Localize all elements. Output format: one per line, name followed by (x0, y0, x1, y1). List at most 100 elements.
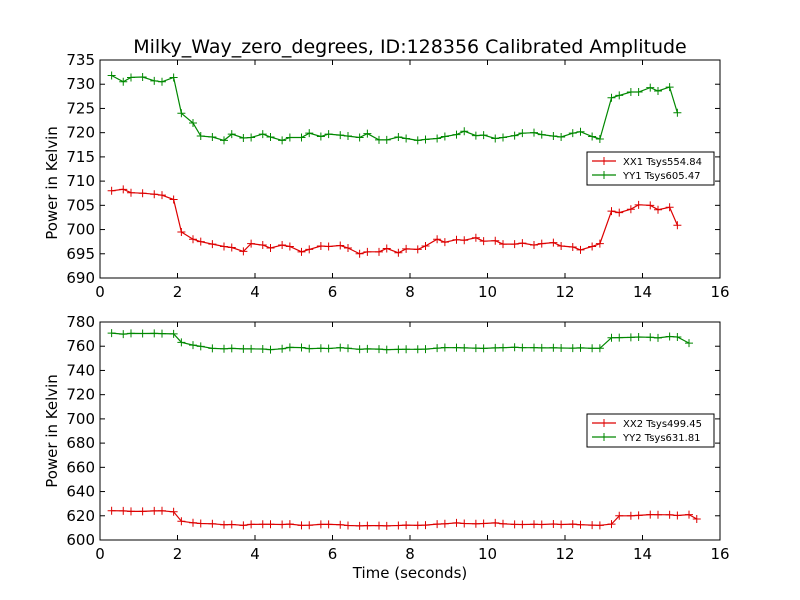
top-series-2-point (227, 130, 236, 139)
top-series-2-point (460, 127, 469, 136)
bottom-series-2-point (208, 344, 217, 353)
bottom-series-2-point (576, 343, 585, 352)
top-series-2-point (220, 136, 228, 145)
bottom-series-2-point (626, 333, 635, 342)
top-x-tick-label: 14 (633, 283, 652, 301)
bottom-series-1-point (196, 519, 205, 528)
bottom-series-1-point (673, 511, 682, 520)
bottom-series-2-point (394, 345, 403, 354)
bottom-series-1-point (316, 520, 325, 529)
bottom-series-1-point (138, 507, 147, 516)
top-series-1-point (510, 240, 519, 249)
bottom-series-2-point (297, 343, 306, 352)
bottom-series-1-point (297, 521, 306, 530)
bottom-legend-box (586, 413, 715, 448)
top-series-2-point (518, 129, 527, 138)
top-series-2-point (471, 131, 480, 140)
bottom-legend-marker-1 (600, 419, 608, 427)
top-series-1-point (258, 241, 267, 250)
bottom-series-2-point (518, 343, 527, 352)
top-series-1-point (479, 237, 488, 246)
bottom-series-2-point (150, 329, 159, 338)
top-series-2-point (297, 133, 306, 142)
top-x-tick-label: 6 (328, 283, 338, 301)
top-series-2-point (169, 73, 178, 82)
bottom-series-2-point (654, 333, 662, 342)
top-series-2-point (615, 91, 624, 100)
top-legend-marker-1 (600, 157, 608, 165)
bottom-chart-panel: 0 2 4 6 8 10 12 14 16 600 620 640 660 680 700 720 740 760… (66, 313, 729, 563)
bottom-series-2-point (247, 344, 256, 353)
top-series-2-point (402, 134, 411, 143)
bottom-series-2-point (177, 338, 186, 347)
top-series-1-point (169, 195, 178, 204)
top-y-tick-label: 700 (66, 221, 95, 239)
bottom-series-1-point (595, 521, 604, 530)
top-series-1-point (537, 239, 546, 248)
top-series-2-point (375, 135, 383, 144)
top-series-1-point (107, 186, 116, 195)
top-series-1-point (576, 245, 585, 254)
bottom-series-2-point (673, 333, 682, 342)
bottom-series-1-point (189, 518, 197, 527)
bottom-series-1-point (355, 521, 364, 530)
top-series-2-point (626, 87, 635, 96)
bottom-series-1-point (382, 521, 391, 530)
bottom-series-2-point (336, 343, 345, 352)
top-legend: XX1 Tsys554.84 YY1 Tsys605.47 (586, 151, 715, 186)
bottom-x-tick-label: 6 (328, 545, 338, 563)
x-axis-label: Time (seconds) (352, 564, 468, 582)
top-series-1-point (138, 189, 147, 198)
bottom-series-1-point (266, 520, 275, 529)
bottom-y-tick-label: 640 (66, 483, 95, 501)
top-series-1-point (127, 188, 135, 197)
top-series-1-point (394, 248, 403, 257)
top-series-1-point (324, 242, 333, 251)
top-series-2-point (382, 135, 391, 144)
top-series-1-point (402, 244, 411, 253)
top-x-tick-label: 8 (405, 283, 415, 301)
bottom-legend-marker-2 (600, 433, 608, 441)
bottom-series-1-point (285, 520, 294, 529)
bottom-series-1-point (177, 517, 186, 526)
bottom-series-2-point (479, 344, 488, 353)
bottom-series-2-point (607, 333, 616, 342)
top-series-1-point (344, 243, 352, 252)
top-series-1-point (518, 239, 527, 248)
bottom-series-1-point (227, 520, 236, 529)
bottom-series-2-point (169, 329, 178, 338)
bottom-series-1-point (324, 520, 333, 529)
bottom-series-2-point (324, 344, 333, 353)
bottom-series-2-point (413, 345, 422, 354)
bottom-series-1-point (665, 510, 674, 519)
bottom-legend-entry-1: XX2 Tsys499.45 (623, 419, 702, 430)
top-series-2-point (634, 87, 643, 96)
top-series-2-point (324, 130, 333, 139)
bottom-series-1-point (479, 519, 488, 528)
bottom-series-1-point (452, 518, 461, 527)
top-series-1-point (607, 207, 616, 216)
bottom-series-1-point (247, 520, 256, 529)
bottom-legend: XX2 Tsys499.45 YY2 Tsys631.81 (586, 413, 715, 448)
top-series-1-point (363, 247, 372, 256)
top-y-axis-label: Power in Kelvin (43, 126, 61, 240)
top-series-2-point (413, 136, 422, 145)
bottom-series-2-point (595, 344, 604, 353)
bottom-series-1-point (119, 506, 128, 515)
top-series-1-point (413, 245, 422, 254)
bottom-series-2-point (491, 343, 500, 352)
bottom-series-2-point (557, 344, 566, 353)
top-series-1-point (433, 235, 442, 244)
bottom-series-2-point (433, 344, 442, 353)
top-series-2-point (316, 132, 325, 141)
bottom-series-2-point (375, 345, 383, 354)
bottom-series-2-point (107, 329, 116, 338)
bottom-series-1-point (375, 521, 383, 530)
top-legend-box (586, 151, 715, 186)
bottom-series-1-point (460, 519, 469, 528)
bottom-series-2-point (440, 343, 449, 352)
bottom-series-2-point (537, 343, 546, 352)
top-series-2-point (239, 133, 248, 142)
bottom-series-2-point (285, 343, 294, 352)
top-series-2-point (150, 76, 159, 85)
